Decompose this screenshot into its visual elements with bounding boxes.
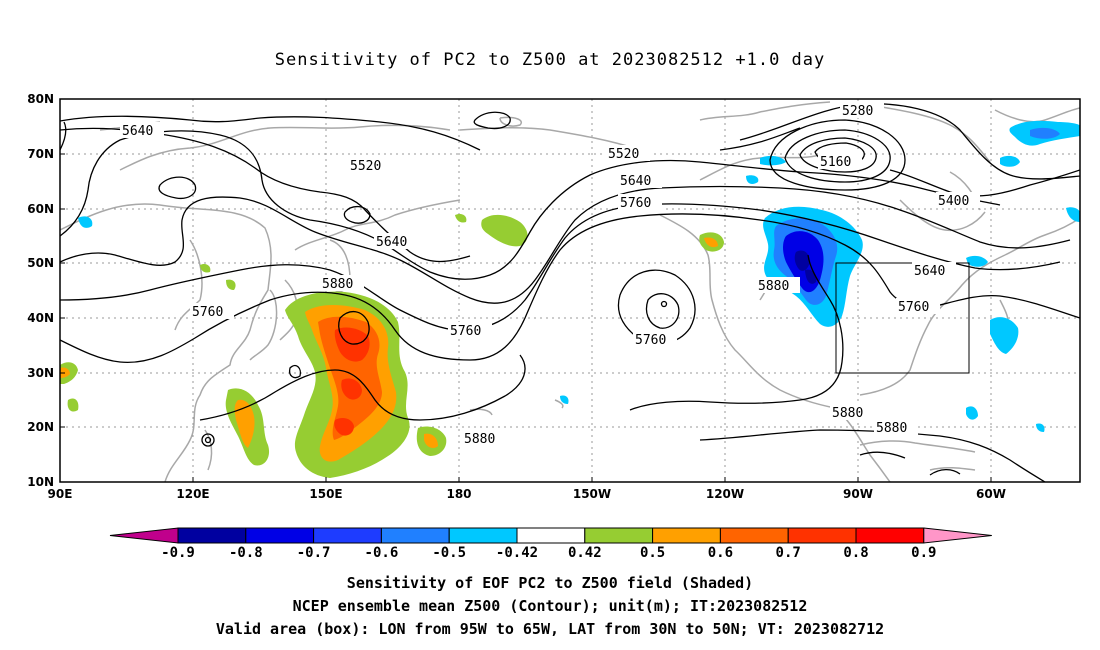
grid-lines <box>60 99 1080 482</box>
contour-label: 5880 <box>876 421 907 436</box>
colorbar-label: 0.42 <box>568 545 602 561</box>
colorbar-label: -0.9 <box>161 545 195 561</box>
caption-shading: Sensitivity of EOF PC2 to Z500 field (Sh… <box>346 574 754 592</box>
lon-label: 60W <box>976 487 1006 501</box>
colorbar-segment <box>584 527 654 544</box>
lon-label: 150W <box>573 487 611 501</box>
lon-label: 120E <box>176 487 209 501</box>
valid-area-box <box>835 262 970 374</box>
colorbar-segment <box>787 527 857 544</box>
colorbar-label: -0.8 <box>229 545 263 561</box>
contour-labels: 5640 5520 5520 5640 5760 5640 5880 5760 … <box>120 102 980 447</box>
contour-label: 5880 <box>322 277 353 292</box>
caption-valid-area: Valid area (box): LON from 95W to 65W, L… <box>215 620 885 638</box>
tick-marks <box>60 98 992 483</box>
contour-label: 5880 <box>464 432 495 447</box>
colorbar <box>109 527 992 544</box>
contour-label: 5760 <box>192 305 223 320</box>
positive-sensitivity-shading <box>60 213 724 478</box>
negative-sensitivity-shading <box>78 120 1080 432</box>
page-title: Sensitivity of PC2 to Z500 at 2023082512… <box>274 50 826 70</box>
contour-label: 5760 <box>620 196 651 211</box>
colorbar-label: 0.8 <box>843 545 868 561</box>
contour-label: 5160 <box>820 155 851 170</box>
colorbar-label: -0.5 <box>432 545 466 561</box>
lat-label: 80N <box>27 92 54 106</box>
lat-label: 70N <box>27 147 54 161</box>
colorbar-label: 0.9 <box>911 545 936 561</box>
lat-label: 50N <box>27 256 54 270</box>
lon-label: 90W <box>843 487 873 501</box>
contour-label: 5640 <box>914 264 945 279</box>
contour-label: 5760 <box>450 324 481 339</box>
longitude-labels: 90E 120E 150E 180 150W 120W 90W 60W <box>48 487 1006 501</box>
lat-label: 20N <box>27 420 54 434</box>
contour-label: 5880 <box>832 406 863 421</box>
lon-label: 180 <box>446 487 471 501</box>
coastlines <box>60 101 1080 482</box>
colorbar-segment <box>380 527 450 544</box>
contour-label: 5520 <box>608 147 639 162</box>
colorbar-segment <box>652 527 721 544</box>
colorbar-labels: -0.9 -0.8 -0.7 -0.6 -0.5 -0.42 0.42 0.5 0.6 0.7 0.… <box>161 545 936 561</box>
colorbar-end-low <box>109 527 179 544</box>
colorbar-segment <box>313 527 382 544</box>
colorbar-segment <box>448 527 518 544</box>
lat-label: 40N <box>27 311 54 325</box>
colorbar-segment <box>177 527 247 544</box>
lat-label: 60N <box>27 202 54 216</box>
colorbar-label: 0.7 <box>776 545 801 561</box>
contour-label: 5400 <box>938 194 969 209</box>
lon-label: 120W <box>706 487 744 501</box>
lat-label: 30N <box>27 366 54 380</box>
latitude-labels: 10N 20N 30N 40N 50N 60N 70N 80N <box>27 92 54 489</box>
contour-label: 5760 <box>898 300 929 315</box>
colorbar-label: -0.7 <box>297 545 331 561</box>
contour-label: 5280 <box>842 104 873 119</box>
lat-label: 10N <box>27 475 54 489</box>
colorbar-segment <box>245 527 315 544</box>
colorbar-label: 0.6 <box>708 545 733 561</box>
contour-label: 5640 <box>376 235 407 250</box>
map-frame <box>59 98 1081 483</box>
caption-contour: NCEP ensemble mean Z500 (Contour); unit(… <box>292 597 808 615</box>
contour-label: 5760 <box>635 333 666 348</box>
contour-label: 5880 <box>758 279 789 294</box>
lon-label: 150E <box>309 487 342 501</box>
colorbar-end-high <box>923 527 992 544</box>
colorbar-segment <box>855 527 925 544</box>
colorbar-segment <box>719 527 789 544</box>
contour-label: 5520 <box>350 159 381 174</box>
colorbar-label: -0.42 <box>496 545 538 561</box>
contour-label: 5640 <box>122 124 153 139</box>
colorbar-segment <box>516 527 586 544</box>
z500-contours <box>60 103 1080 482</box>
colorbar-label: -0.6 <box>365 545 399 561</box>
colorbar-label: 0.5 <box>640 545 665 561</box>
lon-label: 90E <box>48 487 73 501</box>
contour-label: 5640 <box>620 174 651 189</box>
